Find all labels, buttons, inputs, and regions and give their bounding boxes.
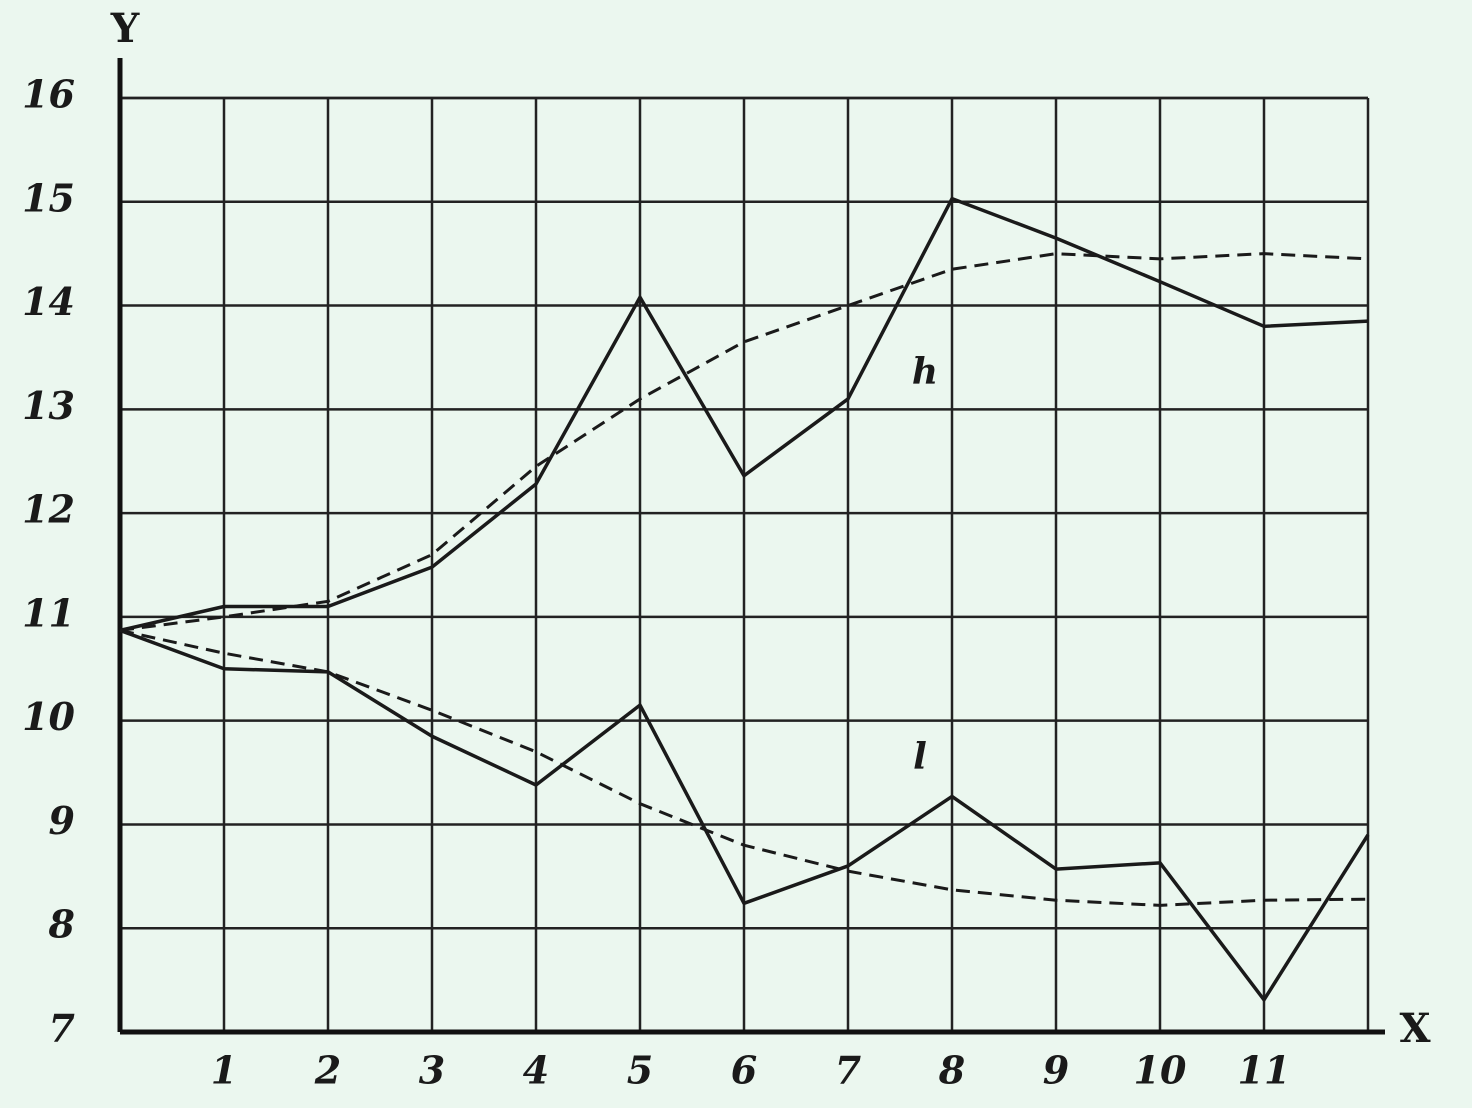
x-tick-label: 2 <box>314 1048 341 1093</box>
y-axis-label: Y <box>110 5 140 52</box>
series-line <box>119 628 1370 1002</box>
y-tick-label: 12 <box>22 487 75 532</box>
y-tick-label: 16 <box>22 72 75 117</box>
y-tick-label: 10 <box>22 694 75 739</box>
x-tick-label: 6 <box>731 1048 757 1093</box>
y-tick-label: 7 <box>49 1006 75 1051</box>
x-tick-label: 10 <box>1134 1048 1187 1093</box>
x-tick-label: 8 <box>938 1048 965 1093</box>
series-line <box>119 196 1369 633</box>
x-tick-label: 3 <box>419 1048 445 1093</box>
annotation: l <box>913 736 927 778</box>
y-tick-label: 11 <box>22 590 75 635</box>
x-tick-label: 1 <box>211 1048 237 1093</box>
y-tick-label: 15 <box>22 175 75 220</box>
y-tick-label: 9 <box>49 798 75 843</box>
series-line <box>119 252 1369 632</box>
x-tick-label: 9 <box>1043 1048 1069 1093</box>
x-tick-label: 5 <box>627 1048 653 1093</box>
x-tick-label: 7 <box>835 1048 861 1093</box>
series-line <box>119 628 1369 907</box>
annotation: h <box>912 351 938 393</box>
x-axis-label: X <box>1399 1005 1430 1052</box>
y-tick-label: 14 <box>22 279 75 324</box>
y-tick-label: 13 <box>22 383 75 428</box>
x-tick-label: 4 <box>523 1048 549 1093</box>
x-tick-label: 11 <box>1238 1048 1291 1093</box>
y-tick-label: 8 <box>48 902 75 947</box>
